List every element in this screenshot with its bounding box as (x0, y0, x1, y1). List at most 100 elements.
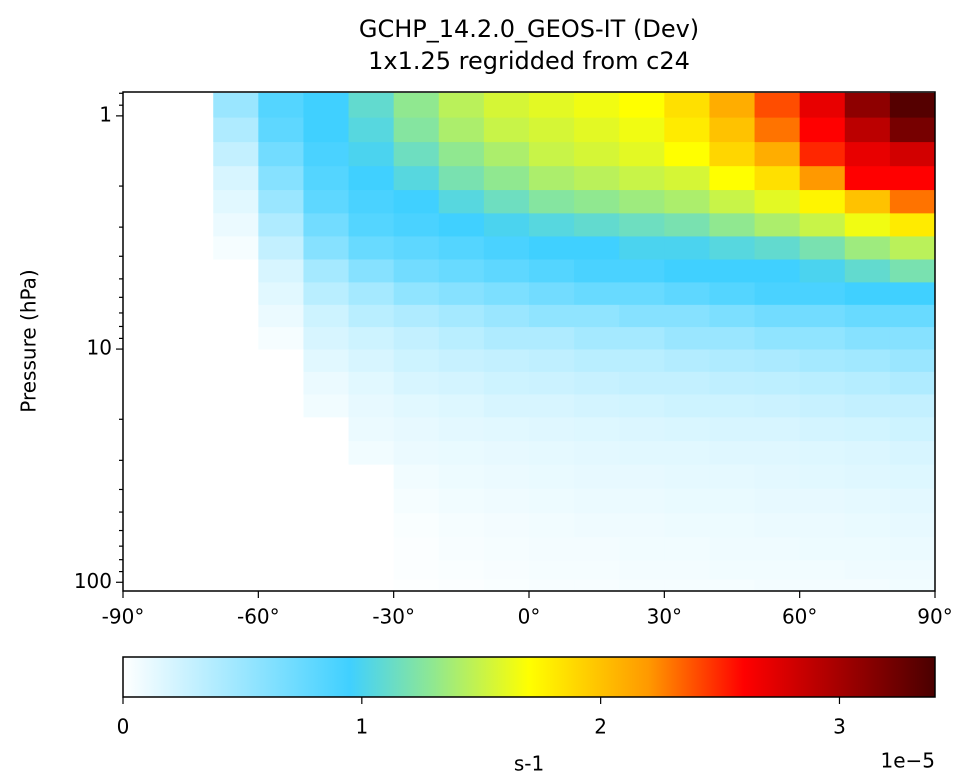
heat-cell (438, 349, 485, 373)
heat-cell (574, 349, 620, 373)
heat-cell (619, 92, 665, 119)
heat-cell (393, 464, 440, 490)
heat-cell (168, 117, 214, 143)
heat-cell (483, 417, 530, 442)
heat-cell (393, 560, 440, 580)
heat-cell (303, 213, 350, 237)
x-tick-label: 90° (917, 605, 952, 629)
heat-cell (258, 142, 304, 167)
heat-cell (709, 513, 756, 538)
heat-cell (393, 349, 440, 373)
heat-cell (619, 394, 665, 418)
heat-cell (438, 488, 485, 514)
heat-cell (393, 117, 440, 143)
heat-cell (213, 417, 259, 442)
heat-cell (529, 282, 575, 306)
heat-cell (258, 282, 304, 306)
heat-cell (123, 213, 169, 237)
heat-cell (709, 417, 756, 442)
heat-cell (258, 579, 304, 591)
heat-cell (213, 371, 259, 395)
heat-cell (393, 579, 440, 591)
heat-cell (483, 236, 530, 260)
heat-cell (258, 371, 304, 395)
heat-cell (709, 304, 756, 328)
heat-cell (574, 190, 620, 214)
heat-cell (303, 441, 350, 466)
heat-cell (574, 371, 620, 395)
heat-cell (483, 579, 530, 591)
heat-cell (213, 236, 259, 260)
heat-cell (303, 259, 350, 283)
heat-cell (213, 349, 259, 373)
heat-cell (889, 142, 935, 167)
heat-cell (754, 327, 801, 350)
heat-cell (664, 213, 710, 237)
heat-cell (393, 371, 440, 395)
heat-cell (213, 394, 259, 418)
heat-cell (303, 190, 350, 214)
heat-cell (799, 513, 846, 538)
heat-cell (529, 417, 575, 442)
heat-cell (529, 464, 575, 490)
heat-cell (844, 190, 891, 214)
heat-cell (438, 579, 485, 591)
heat-cell (529, 394, 575, 418)
colorbar (122, 656, 936, 698)
heat-cell (754, 259, 801, 283)
heat-cell (889, 417, 935, 442)
heat-cell (889, 560, 935, 580)
heat-cell (438, 259, 485, 283)
heat-cell (168, 304, 214, 328)
heat-cell (799, 371, 846, 395)
heat-cell (348, 441, 395, 466)
heat-cell (303, 464, 350, 490)
heat-cell (574, 579, 620, 591)
heat-cell (438, 213, 485, 237)
heat-cell (754, 560, 801, 580)
heat-cell (799, 190, 846, 214)
heat-cell (619, 349, 665, 373)
heat-cell (754, 441, 801, 466)
heat-cell (303, 166, 350, 191)
heat-cell (889, 190, 935, 214)
heat-cell (799, 394, 846, 418)
heat-cell (709, 282, 756, 306)
heat-cell (348, 417, 395, 442)
colorbar-tick-label: 3 (833, 715, 846, 739)
heat-cell (799, 304, 846, 328)
heat-cell (844, 488, 891, 514)
heat-cell (664, 441, 710, 466)
heat-cell (529, 304, 575, 328)
heat-cell (258, 394, 304, 418)
heat-cell (213, 282, 259, 306)
heat-cell (213, 304, 259, 328)
heat-cell (348, 166, 395, 191)
heat-cell (258, 92, 304, 119)
x-tick-label: -90° (102, 605, 145, 629)
heat-cell (709, 441, 756, 466)
heat-cell (529, 92, 575, 119)
heat-cell (574, 236, 620, 260)
heat-cell (619, 117, 665, 143)
heat-cell (709, 190, 756, 214)
colorbar-tick-label: 0 (117, 715, 130, 739)
heat-cell (438, 537, 485, 561)
heat-cell (664, 394, 710, 418)
heat-cell (799, 92, 846, 119)
heat-cell (619, 282, 665, 306)
heat-cell (574, 417, 620, 442)
heat-cell (799, 349, 846, 373)
heat-cell (393, 236, 440, 260)
heat-cell (123, 259, 169, 283)
heat-cell (303, 488, 350, 514)
heat-cell (664, 236, 710, 260)
heat-cell (754, 464, 801, 490)
heat-cell (483, 513, 530, 538)
x-tick-label: -60° (237, 605, 280, 629)
heat-cell (754, 213, 801, 237)
heat-cell (664, 166, 710, 191)
heat-cell (258, 464, 304, 490)
heat-cell (438, 282, 485, 306)
